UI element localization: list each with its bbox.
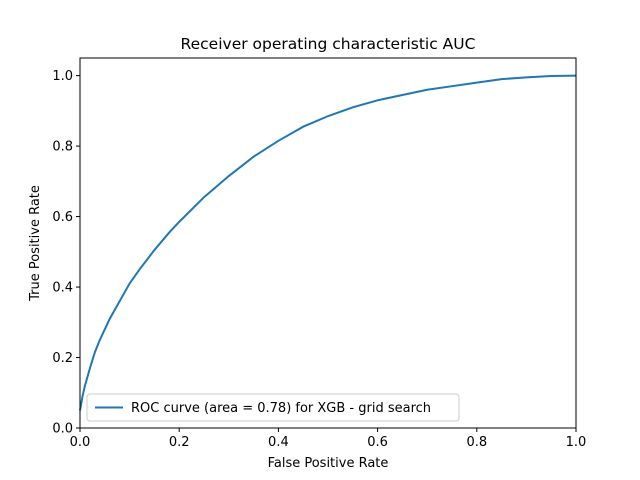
plot-area [79,57,577,429]
x-tick-label: 0.4 [268,435,289,450]
x-tick-label: 0.2 [169,435,190,450]
x-tick-label: 0.6 [367,435,388,450]
x-tick-label: 0.8 [466,435,487,450]
legend-box [86,393,460,422]
y-axis-label: True Positive Rate [28,185,43,302]
y-tick-label: 0.8 [52,140,73,155]
y-tick-label: 0.4 [52,281,73,296]
chart-title: Receiver operating characteristic AUC [181,35,476,53]
y-tick-label: 0.0 [52,422,73,437]
x-axis-ticks: 0.0 0.2 0.4 0.6 0.8 1.0 [70,428,587,450]
legend: ROC curve (area = 0.78) for XGB - grid s… [86,393,460,422]
y-axis-ticks: 0.0 0.2 0.4 0.6 0.8 1.0 [52,69,80,437]
y-tick-label: 0.6 [52,210,73,225]
x-tick-label: 0.0 [70,435,91,450]
y-tick-label: 0.2 [52,351,73,366]
roc-curve-line [79,74,577,411]
x-axis-label: False Positive Rate [268,456,389,471]
legend-label: ROC curve (area = 0.78) for XGB - grid s… [131,401,431,416]
plot-frame [79,57,577,429]
y-tick-label: 1.0 [52,69,73,84]
x-tick-label: 1.0 [566,435,587,450]
